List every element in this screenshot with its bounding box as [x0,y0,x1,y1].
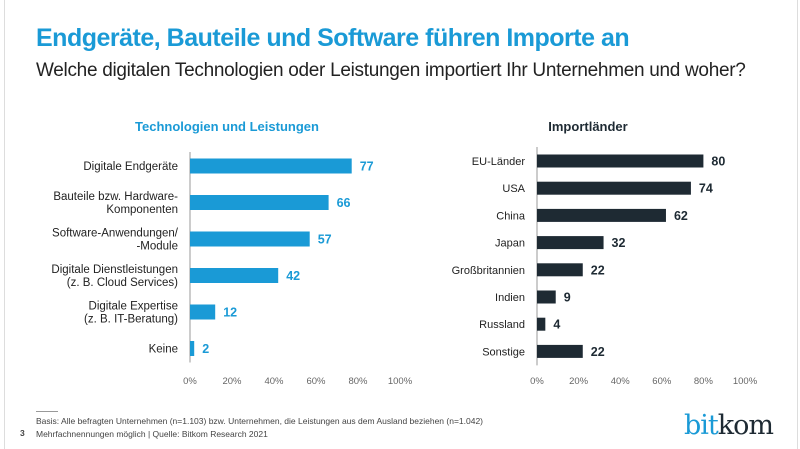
data-label: 12 [223,306,237,320]
category-label: Software-Anwendungen/ [52,228,179,240]
category-label: Keine [149,344,178,356]
data-label: 74 [699,182,713,196]
bar [537,263,583,277]
panel-title: Technologien und Leistungen [135,119,319,134]
data-label: 77 [360,160,374,174]
data-label: 22 [591,345,605,359]
page-number: 3 [20,428,25,438]
x-tick-label: 0% [530,376,544,387]
bar [190,158,352,174]
slide-frame [4,0,798,449]
bar [537,290,556,304]
data-label: 22 [591,263,605,277]
category-label: USA [502,183,525,195]
category-label: Russland [479,319,525,331]
x-tick-label: 40% [264,376,284,387]
bar [537,154,704,168]
category-label: Digitale Expertise [89,301,178,313]
x-tick-label: 0% [183,376,197,387]
data-label: 2 [202,342,209,356]
footer-note: Mehrfachnennungen möglich | Quelle: Bitk… [36,429,268,439]
bar [537,208,666,222]
category-label: Digitale Endgeräte [83,161,178,173]
bar [537,317,546,331]
data-label: 9 [564,291,571,305]
category-label: Bauteile bzw. Hardware- [53,191,178,203]
category-label: (z. B. Cloud Services) [67,277,178,289]
x-tick-label: 100% [388,376,413,387]
x-tick-label: 40% [611,376,631,387]
x-tick-label: 20% [222,376,242,387]
data-label: 57 [318,233,332,247]
data-label: 32 [612,236,626,250]
category-label: Digitale Dienstleistungen [51,264,178,276]
category-label: China [496,210,526,222]
bar [537,344,583,358]
bitkom-logo: bitkom [684,410,774,441]
x-tick-label: 80% [348,376,368,387]
category-label: Komponenten [106,204,178,216]
logo-part-kom: kom [717,410,774,441]
data-label: 4 [553,318,560,332]
data-label: 62 [674,209,688,223]
data-label: 66 [337,196,351,210]
x-tick-label: 60% [652,376,672,387]
x-tick-label: 80% [694,376,714,387]
bar [190,268,279,283]
bar [537,181,691,195]
chart-title: Endgeräte, Bauteile und Software führen … [36,24,630,52]
x-tick-label: 60% [306,376,326,387]
bar [190,341,195,356]
category-label: EU-Länder [472,156,526,168]
logo-part-bit: bit [684,410,719,441]
data-label: 80 [711,155,725,169]
category-label: Indien [495,292,525,304]
bar [190,231,310,247]
bar [537,236,604,250]
footer-basis: Basis: Alle befragten Unternehmen (n=1.1… [36,416,484,426]
data-label: 42 [286,269,300,283]
bar [190,304,216,320]
x-tick-label: 20% [569,376,589,387]
x-tick-label: 100% [733,376,758,387]
category-label: Japan [495,238,525,250]
footer-divider [36,411,58,412]
category-label: (z. B. IT-Beratung) [84,314,178,326]
chart-subtitle: Welche digitalen Technologien oder Leist… [36,60,746,81]
category-label: Großbritannien [452,265,525,277]
category-label: Sonstige [482,346,525,358]
bar [190,195,329,210]
category-label: -Module [136,241,178,253]
panel-title: Importländer [548,119,627,134]
